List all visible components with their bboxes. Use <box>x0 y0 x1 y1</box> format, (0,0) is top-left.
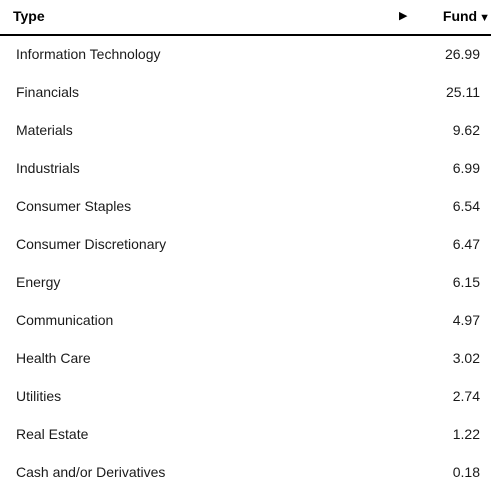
table-row: Information Technology 26.99 <box>0 36 491 74</box>
sort-down-icon[interactable]: ▼ <box>479 12 490 24</box>
fund-column-header[interactable]: Fund ▼ <box>443 8 490 24</box>
row-type: Utilities <box>16 388 62 404</box>
table-row: Utilities 2.74 <box>0 378 491 416</box>
row-fund-value: 6.47 <box>452 236 480 252</box>
table-row: Industrials 6.99 <box>0 150 491 188</box>
row-type: Consumer Discretionary <box>16 236 167 252</box>
table-row: Consumer Discretionary 6.47 <box>0 226 491 264</box>
row-fund-value: 0.18 <box>452 464 480 480</box>
row-type: Industrials <box>16 160 80 176</box>
row-fund-value: 6.15 <box>452 274 480 290</box>
row-fund-value: 9.62 <box>452 122 480 138</box>
type-column-header: Type <box>13 8 45 24</box>
row-fund-value: 4.97 <box>452 312 480 328</box>
row-fund-value: 6.99 <box>452 160 480 176</box>
table-row: Health Care 3.02 <box>0 340 491 378</box>
table-header: Type ▶ Fund ▼ <box>0 0 491 36</box>
row-fund-value: 6.54 <box>452 198 480 214</box>
fund-column-label: Fund <box>442 8 478 24</box>
row-fund-value: 25.11 <box>446 84 480 100</box>
row-type: Real Estate <box>16 426 89 442</box>
row-type: Communication <box>16 312 114 328</box>
table-row: Communication 4.97 <box>0 302 491 340</box>
table-row: Real Estate 1.22 <box>0 416 491 454</box>
row-type: Information Technology <box>16 46 161 62</box>
table-row: Energy 6.15 <box>0 264 491 302</box>
table-row: Cash and/or Derivatives 0.18 <box>0 454 491 492</box>
table-row: Financials 25.11 <box>0 74 491 112</box>
row-type: Health Care <box>16 350 91 366</box>
row-type: Materials <box>16 122 73 138</box>
row-fund-value: 2.74 <box>452 388 480 404</box>
table-row: Consumer Staples 6.54 <box>0 188 491 226</box>
row-type: Financials <box>16 84 80 100</box>
table-row: Materials 9.62 <box>0 112 491 150</box>
row-fund-value: 3.02 <box>452 350 480 366</box>
row-type: Energy <box>16 274 61 290</box>
row-fund-value: 26.99 <box>444 46 480 62</box>
row-type: Consumer Staples <box>16 198 132 214</box>
row-fund-value: 1.22 <box>452 426 480 442</box>
row-type: Cash and/or Derivatives <box>16 464 166 480</box>
expand-arrow-icon[interactable]: ▶ <box>399 10 408 22</box>
